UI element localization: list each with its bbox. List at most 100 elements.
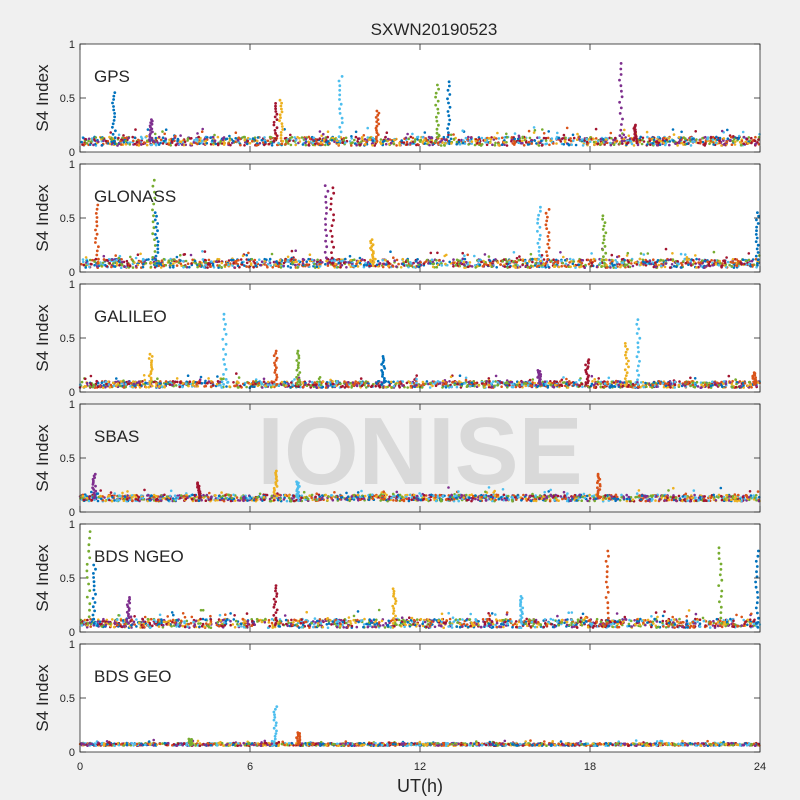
data-point	[318, 380, 322, 383]
data-point	[514, 266, 517, 269]
data-point	[630, 259, 633, 262]
data-point	[249, 263, 253, 267]
data-point	[326, 135, 330, 139]
spike-point	[624, 344, 627, 348]
data-point	[318, 262, 321, 266]
spike-point	[274, 352, 278, 355]
data-point	[216, 135, 220, 139]
data-point	[510, 385, 514, 389]
data-point	[201, 250, 204, 253]
data-point	[188, 137, 192, 140]
data-point	[512, 260, 515, 263]
data-point	[616, 380, 620, 383]
data-point	[628, 137, 632, 140]
data-point	[115, 258, 119, 262]
data-point	[605, 138, 608, 141]
spike-point	[536, 369, 540, 372]
spike-point	[151, 256, 155, 259]
data-point	[280, 142, 284, 146]
data-point	[415, 136, 419, 139]
data-point	[552, 262, 555, 265]
data-point	[531, 381, 534, 384]
data-point	[298, 140, 302, 143]
data-point	[345, 383, 349, 387]
data-point	[383, 139, 386, 143]
spike-point	[111, 132, 115, 136]
data-point	[512, 251, 516, 254]
spike-point	[618, 78, 621, 82]
data-point	[356, 137, 360, 140]
data-point	[356, 265, 360, 268]
spike-point	[274, 378, 278, 382]
data-point	[490, 385, 494, 389]
data-point	[368, 264, 371, 268]
data-point	[746, 384, 749, 388]
spike-point	[325, 234, 328, 238]
data-point	[718, 136, 722, 140]
data-point	[521, 136, 525, 140]
spike-point	[604, 251, 608, 255]
data-point	[395, 258, 399, 262]
data-point	[679, 252, 683, 256]
data-point	[590, 261, 594, 265]
data-point	[599, 385, 602, 389]
data-point	[409, 141, 412, 145]
data-point	[606, 380, 609, 384]
data-point	[473, 254, 476, 258]
data-point	[580, 382, 584, 386]
data-point	[452, 258, 455, 261]
data-point	[191, 258, 194, 262]
data-point	[715, 141, 718, 145]
data-point	[626, 251, 630, 255]
spike-point	[155, 214, 158, 218]
data-point	[406, 264, 409, 267]
data-point	[208, 262, 211, 266]
data-point	[721, 385, 724, 389]
data-point	[251, 381, 255, 385]
spike-point	[618, 112, 622, 115]
data-point	[470, 142, 474, 145]
data-point	[308, 380, 312, 383]
spike-point	[274, 107, 277, 111]
spike-point	[620, 123, 623, 126]
data-point	[415, 143, 418, 147]
spike-point	[602, 255, 605, 258]
data-point	[355, 143, 358, 147]
data-point	[632, 144, 636, 147]
data-point	[364, 261, 368, 265]
spike-point	[538, 225, 542, 229]
spike-point	[111, 125, 114, 129]
data-point	[449, 375, 453, 379]
data-point	[593, 259, 597, 263]
y-axis-label: S4 Index	[33, 184, 52, 252]
data-point	[496, 381, 499, 384]
data-point	[307, 383, 310, 386]
data-point	[585, 137, 588, 141]
data-point	[397, 262, 400, 266]
data-point	[318, 265, 322, 268]
data-point	[110, 138, 113, 141]
data-point	[415, 374, 419, 377]
data-point	[652, 381, 656, 384]
data-point	[663, 265, 667, 269]
data-point	[87, 139, 90, 143]
spike-point	[153, 238, 156, 242]
data-point	[164, 128, 168, 131]
data-point	[392, 384, 396, 388]
data-point	[654, 261, 657, 264]
y-axis-label: S4 Index	[33, 304, 52, 372]
data-point	[704, 135, 707, 139]
data-point	[477, 384, 481, 387]
data-point	[499, 263, 502, 266]
data-point	[150, 261, 153, 265]
data-point	[722, 139, 725, 142]
data-point	[91, 385, 95, 389]
data-point	[463, 254, 466, 257]
data-point	[608, 386, 612, 389]
spike-point	[112, 108, 116, 112]
spike-point	[448, 84, 451, 88]
data-point	[322, 132, 325, 136]
data-point	[164, 380, 168, 383]
data-point	[289, 143, 293, 147]
